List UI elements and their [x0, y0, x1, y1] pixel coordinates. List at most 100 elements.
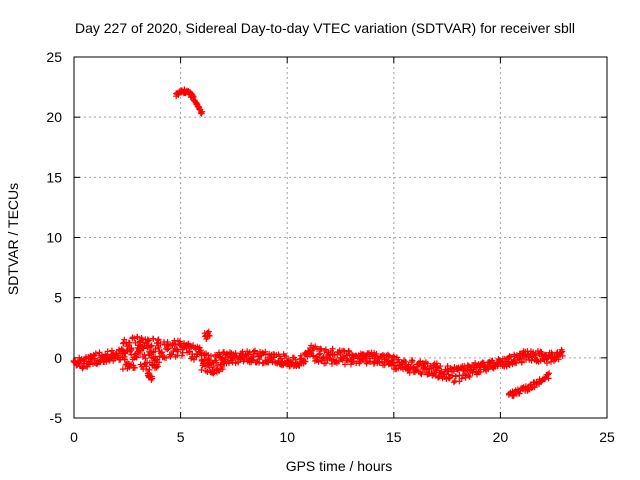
data-point	[418, 371, 425, 378]
data-point	[251, 351, 258, 358]
x-tick-label: 20	[493, 429, 509, 445]
data-point	[262, 348, 269, 355]
data-point	[198, 366, 205, 373]
x-tick-label: 15	[386, 429, 402, 445]
data-point	[134, 334, 141, 341]
data-point	[559, 348, 566, 355]
data-point	[104, 348, 111, 355]
data-point	[91, 355, 98, 362]
data-point	[329, 345, 336, 352]
data-point	[157, 340, 164, 347]
data-point	[546, 370, 553, 377]
data-point	[469, 369, 476, 376]
y-tick-label: 0	[54, 350, 62, 366]
x-tick-label: 0	[70, 429, 78, 445]
data-point	[544, 371, 551, 378]
data-point	[417, 370, 424, 377]
data-point	[545, 375, 552, 382]
data-point	[482, 364, 489, 371]
x-tick-label: 5	[177, 429, 185, 445]
data-point	[158, 349, 165, 356]
data-point	[146, 366, 153, 373]
data-point	[458, 375, 465, 382]
data-point	[92, 350, 99, 357]
data-point	[206, 364, 213, 371]
data-point	[259, 349, 266, 356]
data-point	[510, 392, 517, 399]
data-point	[355, 353, 362, 360]
data-point	[246, 349, 253, 356]
data-point	[133, 354, 140, 361]
data-point	[310, 352, 317, 359]
data-point	[513, 360, 520, 367]
chart-title: Day 227 of 2020, Sidereal Day-to-day VTE…	[75, 20, 575, 36]
data-point	[409, 357, 416, 364]
data-point	[175, 348, 182, 355]
data-point	[381, 361, 388, 368]
data-point	[96, 349, 103, 356]
data-point	[164, 346, 171, 353]
data-point	[229, 359, 236, 366]
data-point	[406, 369, 413, 376]
data-point	[214, 366, 221, 373]
y-tick-label: 10	[46, 230, 62, 246]
data-point	[543, 360, 550, 367]
data-point	[506, 353, 513, 360]
data-point	[528, 384, 535, 391]
data-point	[297, 352, 304, 359]
data-point	[435, 374, 442, 381]
y-tick-label: 20	[46, 109, 62, 125]
data-point	[262, 351, 269, 358]
data-point	[302, 358, 309, 365]
data-point	[363, 360, 370, 367]
data-point	[465, 372, 472, 379]
data-point	[317, 345, 324, 352]
data-point	[156, 359, 163, 366]
data-point	[143, 363, 150, 370]
data-point	[144, 338, 151, 345]
data-point	[320, 355, 327, 362]
data-point	[316, 351, 323, 358]
data-point	[164, 338, 171, 345]
data-point	[269, 358, 276, 365]
data-point	[147, 343, 154, 350]
data-point	[424, 360, 431, 367]
data-point	[154, 363, 161, 370]
data-point	[210, 370, 217, 377]
data-point	[218, 364, 225, 371]
data-point	[152, 346, 159, 353]
data-point	[507, 353, 514, 360]
data-point	[153, 340, 160, 347]
y-tick-label: 15	[46, 169, 62, 185]
data-point	[108, 347, 115, 354]
data-point	[137, 350, 144, 357]
x-tick-label: 10	[279, 429, 295, 445]
data-point	[150, 335, 157, 342]
data-point	[198, 110, 205, 117]
data-point	[450, 379, 457, 386]
data-point	[142, 355, 149, 362]
data-point	[148, 373, 155, 380]
x-tick-label: 25	[599, 429, 615, 445]
data-point	[373, 350, 380, 357]
data-point	[322, 360, 329, 367]
data-point	[131, 364, 138, 371]
data-point	[555, 356, 562, 363]
y-tick-label: -5	[50, 410, 63, 426]
data-point	[206, 332, 213, 339]
data-point	[153, 364, 160, 371]
data-point	[283, 353, 290, 360]
data-point	[502, 358, 509, 365]
data-point	[185, 348, 192, 355]
data-point	[366, 358, 373, 365]
data-point	[103, 358, 110, 365]
data-point	[335, 358, 342, 365]
data-point	[532, 352, 539, 359]
data-point	[322, 346, 329, 353]
data-point	[232, 350, 239, 357]
data-point	[208, 353, 215, 360]
data-point	[178, 352, 185, 359]
data-point	[210, 363, 217, 370]
data-point	[341, 361, 348, 368]
data-point	[503, 363, 510, 370]
